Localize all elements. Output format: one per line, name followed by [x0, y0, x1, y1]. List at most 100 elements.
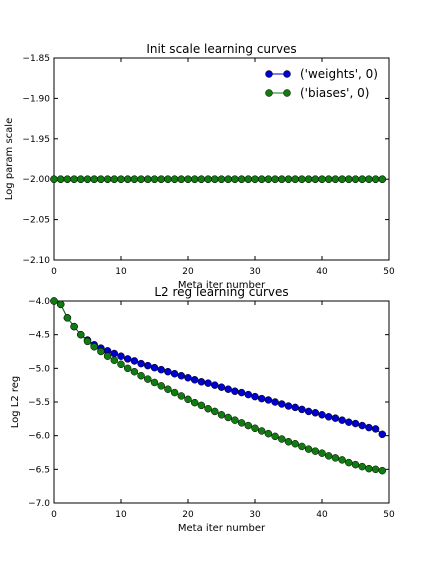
- l2-reg-point-series-0: [304, 407, 313, 416]
- l2-reg-point-series-1: [177, 392, 186, 400]
- l2-reg-point-series-1: [331, 454, 340, 462]
- l2-reg-xlabel: Meta iter number: [178, 523, 266, 534]
- init-scale-point-biases: [164, 175, 172, 183]
- l2-reg-ytick-label: −4.5: [28, 331, 50, 341]
- l2-reg-point-series-1: [117, 360, 125, 369]
- l2-reg-point-series-1: [291, 440, 299, 448]
- l2-reg-point-series-1: [284, 437, 293, 446]
- l2-reg-point-series-0: [311, 409, 320, 417]
- init-scale-ylabel: Log param scale: [4, 118, 15, 200]
- l2-reg-point-series-0: [130, 357, 139, 365]
- l2-reg-point-series-1: [110, 356, 119, 364]
- init-scale-point-biases: [365, 175, 373, 183]
- l2-reg-ytick-label: −5.5: [28, 398, 50, 408]
- init-scale-ytick-label: −1.95: [22, 135, 50, 145]
- l2-reg-point-series-1: [324, 452, 333, 460]
- l2-reg-yticks: −4.0 −4.5 −5.0 −5.5 −6.0 −6.5 −7.0: [28, 297, 389, 509]
- l2-reg-xtick-label: 40: [316, 510, 328, 520]
- l2-reg-ylabel: Log L2 reg: [10, 376, 21, 429]
- l2-reg-point-series-1: [50, 297, 58, 305]
- l2-reg-ytick-label: −4.0: [28, 297, 50, 307]
- init-scale-point-biases: [217, 175, 226, 183]
- init-scale-point-biases: [56, 175, 65, 183]
- l2-reg-xticks: 0 10 20 30 40 50: [51, 301, 395, 520]
- l2-reg-point-series-1: [237, 419, 246, 427]
- l2-reg-point-series-1: [338, 456, 346, 464]
- init-scale-title: Init scale learning curves: [146, 42, 296, 56]
- init-scale-xlabel: Meta iter number: [178, 280, 266, 291]
- l2-reg-point-series-0: [170, 369, 179, 378]
- l2-reg-point-series-1: [211, 407, 219, 416]
- init-scale-point-biases: [338, 175, 346, 183]
- init-scale-xtick-label: 50: [383, 267, 395, 277]
- init-scale-point-biases: [298, 175, 306, 183]
- l2-reg-ytick-label: −7.0: [28, 499, 50, 509]
- l2-reg-point-series-0: [284, 402, 293, 410]
- l2-reg-point-series-1: [231, 416, 239, 424]
- init-scale-point-biases: [150, 175, 159, 183]
- l2-reg-point-series-1: [70, 322, 78, 331]
- l2-reg-point-series-1: [217, 411, 226, 419]
- l2-reg-point-series-0: [184, 374, 192, 382]
- init-scale-point-biases: [251, 175, 259, 183]
- l2-reg-point-series-0: [157, 365, 165, 374]
- l2-reg-point-series-1: [137, 371, 145, 380]
- l2-reg-title: L2 reg learning curves: [154, 285, 288, 299]
- l2-reg-xtick-label: 10: [115, 510, 127, 520]
- l2-reg-point-series-1: [144, 375, 152, 383]
- l2-reg-ytick-label: −5.0: [28, 364, 50, 374]
- l2-reg-point-series-0: [257, 394, 266, 403]
- l2-reg-ytick-label: −6.5: [28, 465, 50, 475]
- l2-reg-point-series-0: [190, 376, 199, 384]
- l2-reg-point-series-0: [197, 378, 206, 386]
- init-scale-xtick-label: 30: [249, 267, 261, 277]
- init-scale-point-biases: [50, 175, 58, 183]
- init-scale-point-biases: [284, 175, 293, 183]
- l2-reg-point-series-1: [358, 462, 366, 471]
- init-scale-point-biases: [271, 175, 279, 183]
- l2-reg-point-series-0: [217, 383, 226, 391]
- init-scale-point-biases: [318, 175, 326, 183]
- init-scale-point-biases: [378, 175, 387, 183]
- legend-label-biases: ('biases', 0): [300, 86, 369, 100]
- init-scale-point-biases: [83, 175, 92, 183]
- init-scale-point-biases: [177, 175, 186, 183]
- init-scale-xtick-label: 40: [316, 267, 328, 277]
- l2-reg-point-series-1: [83, 337, 92, 346]
- init-scale-ytick-label: −1.90: [22, 94, 50, 104]
- l2-reg-point-series-0: [251, 392, 259, 401]
- init-scale-point-biases: [358, 175, 366, 183]
- init-scale-point-biases: [190, 175, 199, 183]
- init-scale-point-biases: [63, 175, 72, 183]
- l2-reg-point-series-0: [164, 367, 172, 376]
- init-scale-point-biases: [97, 175, 105, 183]
- l2-reg-point-series-1: [304, 445, 313, 453]
- l2-reg-point-series-0: [137, 359, 145, 368]
- init-scale-plot: Init scale learning curves Meta iter num…: [4, 42, 395, 291]
- l2-reg-point-series-0: [318, 411, 326, 419]
- init-scale-point-biases: [77, 175, 85, 183]
- l2-reg-point-series-1: [278, 435, 286, 443]
- init-scale-axes-frame: [53, 57, 390, 261]
- l2-reg-point-series-0: [365, 423, 373, 432]
- l2-reg-point-series-0: [144, 361, 152, 370]
- l2-reg-xtick-label: 0: [51, 510, 57, 520]
- init-scale-xtick-label: 10: [115, 267, 127, 277]
- init-scale-point-biases: [157, 175, 165, 183]
- init-scale-point-biases: [224, 175, 232, 183]
- init-scale-point-biases: [90, 175, 98, 183]
- init-scale-xtick-label: 0: [51, 267, 57, 277]
- init-scale-yticks: −1.85 −1.90 −1.95 −2.00 −2.05 −2.10: [22, 54, 389, 266]
- init-scale-xtick-label: 20: [182, 267, 194, 277]
- l2-reg-point-series-0: [358, 421, 366, 430]
- init-scale-ytick-label: −1.85: [22, 54, 50, 64]
- l2-reg-point-series-0: [123, 355, 132, 363]
- legend-label-weights: ('weights', 0): [300, 67, 378, 81]
- init-scale-point-biases: [184, 175, 192, 183]
- l2-reg-plot: L2 reg learning curves Meta iter number …: [10, 285, 395, 534]
- init-scale-point-biases: [291, 175, 299, 183]
- l2-reg-point-series-1: [56, 300, 65, 309]
- l2-reg-point-series-1: [157, 382, 165, 390]
- l2-reg-point-series-0: [204, 379, 212, 387]
